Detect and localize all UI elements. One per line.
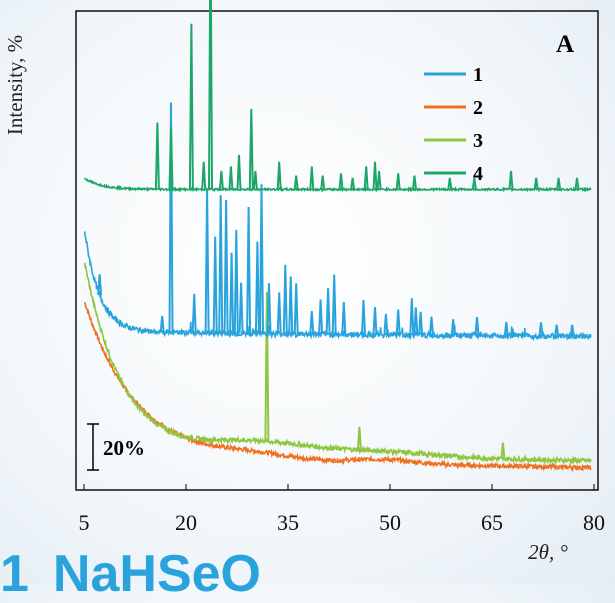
series-1-peak-2	[159, 315, 165, 333]
series-4-peak-24	[508, 170, 514, 190]
series-1-peak-32	[429, 316, 434, 336]
series-1-peak-4	[191, 293, 197, 333]
series-1-peak-23	[331, 274, 337, 335]
series-1-peak-21	[318, 299, 324, 335]
series-4-peak-3	[188, 23, 194, 190]
series-4-peak-14	[320, 175, 326, 190]
series-3-peak-2	[356, 426, 362, 450]
x-tick-label-50: 50	[379, 510, 401, 535]
series-4-peak-16	[350, 177, 356, 190]
series-4-peak-18	[372, 161, 378, 190]
series-4-peak-5	[208, 0, 213, 190]
series-4-peak-12	[293, 175, 299, 190]
series-4-peak-2	[168, 127, 174, 190]
series-1-peak-36	[538, 322, 544, 337]
legend-label-2: 2	[473, 97, 483, 119]
slide-title-fragment: 1 NaHSeO	[0, 548, 261, 600]
scale-bar: 20%	[87, 423, 145, 471]
series-1-peak-31	[418, 311, 424, 336]
series-4-peak-13	[309, 166, 315, 190]
title-formula: NaHSeO	[52, 545, 261, 603]
series-4-peak-25	[533, 177, 539, 190]
series-1-peak-30	[413, 307, 419, 336]
series-1-peak-3	[168, 102, 174, 333]
x-tick-label-65: 65	[481, 510, 503, 535]
series-4-peak-27	[574, 177, 580, 190]
series-4-peak-1	[154, 122, 160, 190]
panel-label: A	[556, 31, 574, 58]
series-4-peak-22	[447, 177, 453, 190]
series-1-peak-11	[238, 282, 244, 334]
series-1-peak-1	[97, 274, 103, 296]
legend-label-4: 4	[473, 163, 483, 185]
series-1-peak-9	[229, 252, 235, 334]
series-4-peak-21	[412, 175, 417, 190]
series-3-peak-1	[264, 291, 270, 442]
series-layer	[83, 0, 592, 473]
series-1-peak-20	[309, 311, 315, 335]
series-1-peak-25	[361, 299, 366, 335]
series-1-peak-6	[212, 236, 218, 334]
series-1-peak-34	[474, 317, 480, 336]
series-4-peak-23	[471, 177, 477, 190]
plot-frame	[75, 10, 599, 491]
y-axis-label: Intensity, %	[3, 35, 27, 135]
series-1-peak-18	[288, 276, 294, 334]
x-tick-label-20: 20	[175, 510, 197, 535]
series-4-peak-19	[376, 170, 382, 190]
series-1-peak-17	[282, 264, 288, 334]
series-4-peak-20	[395, 173, 401, 190]
series-4-peak-17	[363, 166, 369, 190]
series-4-peak-11	[276, 161, 282, 190]
series-4-peak-8	[236, 154, 242, 190]
series-3-line	[83, 262, 592, 466]
series-1-peak-19	[293, 283, 299, 334]
series-1-peak-26	[372, 306, 378, 335]
series-1-peak-10	[233, 229, 239, 334]
series-4-peak-7	[228, 166, 234, 190]
x-tick-label-5: 5	[79, 510, 90, 535]
x-axis-label: 2θ, °	[528, 540, 568, 564]
series-4-peak-9	[248, 108, 254, 190]
x-tick-label-80: 80	[583, 510, 605, 535]
series-1-peak-5	[204, 188, 210, 334]
series-1-peak-38	[569, 324, 575, 337]
x-tick-label-35: 35	[277, 510, 299, 535]
series-1-peak-22	[325, 288, 331, 335]
series-1-peak-29	[409, 298, 415, 336]
xrd-chart: 5 20 35 50 65 80 1 2 3 4 Intensity, % 2θ, ° A 20…	[3, 0, 605, 564]
series-4-peak-4	[201, 161, 207, 190]
series-1-peak-14	[259, 184, 264, 334]
series-1-peak-24	[341, 302, 347, 335]
title-number: 1	[0, 545, 29, 603]
series-4-peak-10	[252, 170, 258, 190]
series-2-line	[83, 301, 592, 473]
series-1-peak-12	[246, 206, 252, 334]
scale-bar-label: 20%	[103, 436, 145, 460]
series-1-peak-13	[254, 241, 260, 334]
series-1-peak-28	[395, 309, 401, 335]
series-1-peak-35	[503, 321, 509, 336]
x-ticks: 5 20 35 50 65 80	[79, 484, 605, 535]
series-1-peak-27	[383, 313, 389, 335]
series-4-line	[83, 177, 592, 193]
legend-label-1: 1	[473, 64, 483, 86]
legend-label-3: 3	[473, 130, 483, 152]
series-1-peak-7	[218, 195, 224, 334]
legend: 1 2 3 4	[424, 64, 483, 185]
series-4-peak-26	[556, 177, 562, 190]
series-4-peak-6	[218, 170, 224, 190]
series-1-peak-33	[450, 319, 456, 336]
series-3-peak-3	[500, 442, 506, 459]
series-1-peak-16	[276, 292, 282, 334]
series-4-peak-15	[338, 173, 344, 190]
series-1-peak-8	[223, 199, 229, 334]
series-1-peak-37	[554, 324, 560, 337]
series-1-peak-15	[266, 283, 272, 334]
